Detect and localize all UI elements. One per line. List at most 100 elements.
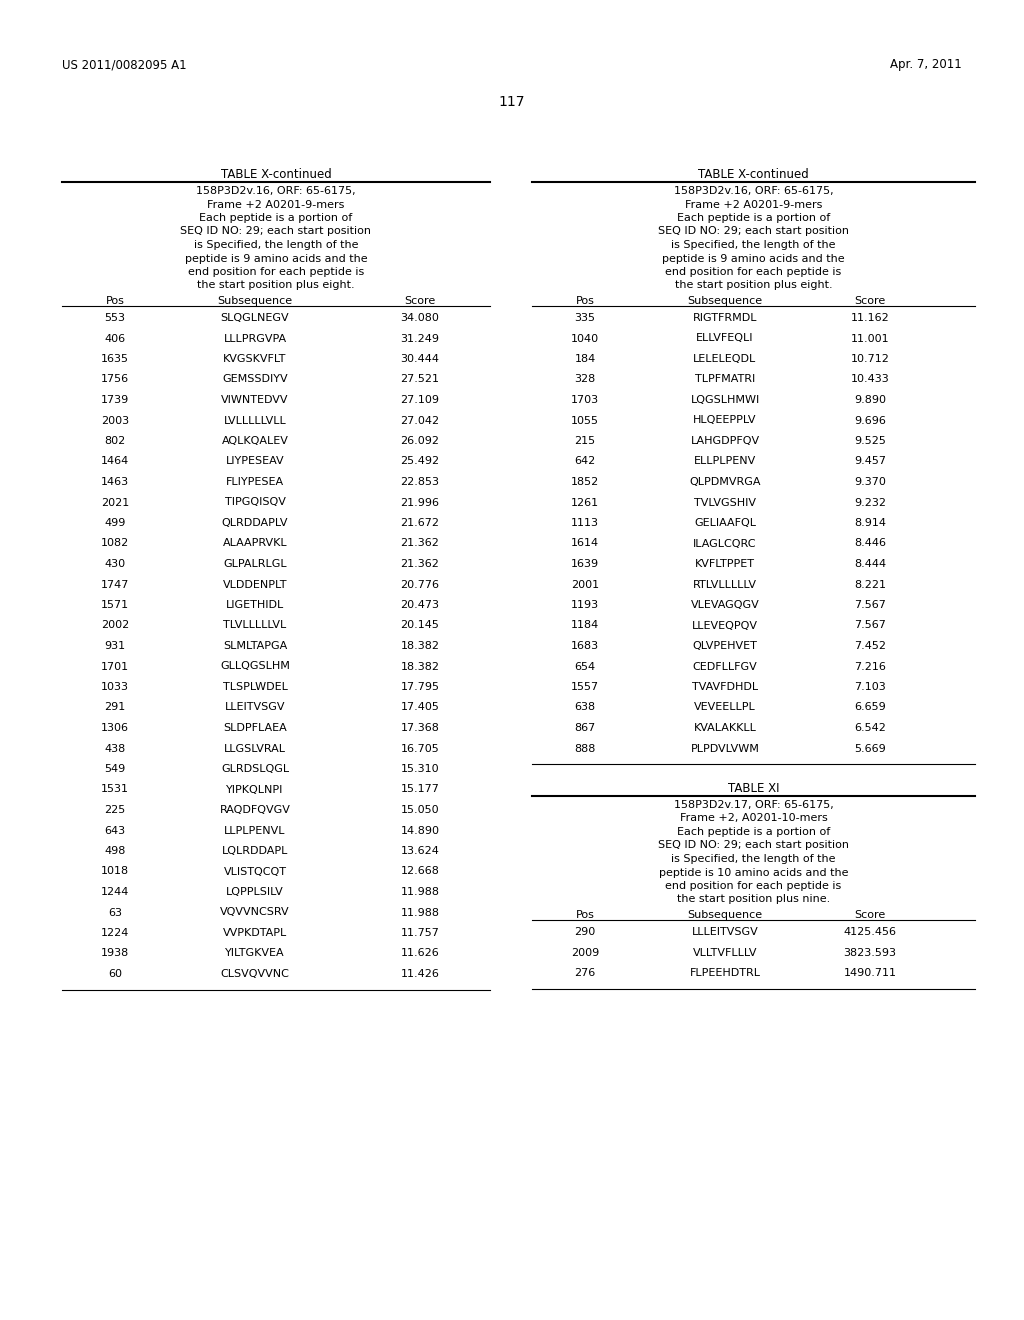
Text: 7.567: 7.567 bbox=[854, 601, 886, 610]
Text: LIGETHIDL: LIGETHIDL bbox=[226, 601, 284, 610]
Text: 26.092: 26.092 bbox=[400, 436, 439, 446]
Text: 21.362: 21.362 bbox=[400, 558, 439, 569]
Text: 27.042: 27.042 bbox=[400, 416, 439, 425]
Text: peptide is 9 amino acids and the: peptide is 9 amino acids and the bbox=[663, 253, 845, 264]
Text: 15.310: 15.310 bbox=[400, 764, 439, 774]
Text: 9.696: 9.696 bbox=[854, 416, 886, 425]
Text: VIWNTEDVV: VIWNTEDVV bbox=[221, 395, 289, 405]
Text: LAHGDPFQV: LAHGDPFQV bbox=[690, 436, 760, 446]
Text: 1614: 1614 bbox=[571, 539, 599, 549]
Text: 276: 276 bbox=[574, 968, 596, 978]
Text: KVGSKVFLT: KVGSKVFLT bbox=[223, 354, 287, 364]
Text: 2001: 2001 bbox=[571, 579, 599, 590]
Text: is Specified, the length of the: is Specified, the length of the bbox=[672, 240, 836, 249]
Text: 14.890: 14.890 bbox=[400, 825, 439, 836]
Text: PLPDVLVWM: PLPDVLVWM bbox=[690, 743, 760, 754]
Text: 31.249: 31.249 bbox=[400, 334, 439, 343]
Text: 1082: 1082 bbox=[101, 539, 129, 549]
Text: SLDPFLAEA: SLDPFLAEA bbox=[223, 723, 287, 733]
Text: 20.145: 20.145 bbox=[400, 620, 439, 631]
Text: 643: 643 bbox=[104, 825, 126, 836]
Text: LQGSLHMWI: LQGSLHMWI bbox=[690, 395, 760, 405]
Text: 27.521: 27.521 bbox=[400, 375, 439, 384]
Text: 6.542: 6.542 bbox=[854, 723, 886, 733]
Text: SEQ ID NO: 29; each start position: SEQ ID NO: 29; each start position bbox=[658, 841, 849, 850]
Text: 7.567: 7.567 bbox=[854, 620, 886, 631]
Text: 215: 215 bbox=[574, 436, 596, 446]
Text: 2002: 2002 bbox=[101, 620, 129, 631]
Text: Subsequence: Subsequence bbox=[217, 296, 293, 306]
Text: 931: 931 bbox=[104, 642, 126, 651]
Text: 3823.593: 3823.593 bbox=[844, 948, 896, 957]
Text: 1033: 1033 bbox=[101, 682, 129, 692]
Text: 8.221: 8.221 bbox=[854, 579, 886, 590]
Text: 10.712: 10.712 bbox=[851, 354, 890, 364]
Text: 60: 60 bbox=[108, 969, 122, 979]
Text: 553: 553 bbox=[104, 313, 126, 323]
Text: 11.988: 11.988 bbox=[400, 887, 439, 898]
Text: Score: Score bbox=[854, 296, 886, 306]
Text: QLPDMVRGA: QLPDMVRGA bbox=[689, 477, 761, 487]
Text: 117: 117 bbox=[499, 95, 525, 110]
Text: RAQDFQVGV: RAQDFQVGV bbox=[219, 805, 291, 814]
Text: 6.659: 6.659 bbox=[854, 702, 886, 713]
Text: LQPPLSILV: LQPPLSILV bbox=[226, 887, 284, 898]
Text: 888: 888 bbox=[574, 743, 596, 754]
Text: VEVEELLPL: VEVEELLPL bbox=[694, 702, 756, 713]
Text: 11.988: 11.988 bbox=[400, 908, 439, 917]
Text: LLGSLVRAL: LLGSLVRAL bbox=[224, 743, 286, 754]
Text: 1756: 1756 bbox=[101, 375, 129, 384]
Text: 22.853: 22.853 bbox=[400, 477, 439, 487]
Text: 11.426: 11.426 bbox=[400, 969, 439, 979]
Text: ALAAPRVKL: ALAAPRVKL bbox=[222, 539, 288, 549]
Text: SEQ ID NO: 29; each start position: SEQ ID NO: 29; each start position bbox=[180, 227, 372, 236]
Text: 1703: 1703 bbox=[571, 395, 599, 405]
Text: GLRDSLQGL: GLRDSLQGL bbox=[221, 764, 289, 774]
Text: 184: 184 bbox=[574, 354, 596, 364]
Text: 15.177: 15.177 bbox=[400, 784, 439, 795]
Text: 1463: 1463 bbox=[101, 477, 129, 487]
Text: 158P3D2v.17, ORF: 65-6175,: 158P3D2v.17, ORF: 65-6175, bbox=[674, 800, 834, 810]
Text: GEMSSDIYV: GEMSSDIYV bbox=[222, 375, 288, 384]
Text: LLEITVSGV: LLEITVSGV bbox=[224, 702, 286, 713]
Text: TABLE X-continued: TABLE X-continued bbox=[220, 168, 332, 181]
Text: TIPGQISQV: TIPGQISQV bbox=[224, 498, 286, 507]
Text: HLQEEPPLV: HLQEEPPLV bbox=[693, 416, 757, 425]
Text: 1464: 1464 bbox=[101, 457, 129, 466]
Text: is Specified, the length of the: is Specified, the length of the bbox=[194, 240, 358, 249]
Text: 2021: 2021 bbox=[101, 498, 129, 507]
Text: SEQ ID NO: 29; each start position: SEQ ID NO: 29; each start position bbox=[658, 227, 849, 236]
Text: TLVLLLLLVL: TLVLLLLLVL bbox=[223, 620, 287, 631]
Text: Frame +2 A0201-9-mers: Frame +2 A0201-9-mers bbox=[685, 199, 822, 210]
Text: 1747: 1747 bbox=[100, 579, 129, 590]
Text: 291: 291 bbox=[104, 702, 126, 713]
Text: Subsequence: Subsequence bbox=[687, 296, 763, 306]
Text: Each peptide is a portion of: Each peptide is a portion of bbox=[677, 828, 830, 837]
Text: 1040: 1040 bbox=[571, 334, 599, 343]
Text: CLSVQVVNC: CLSVQVVNC bbox=[220, 969, 290, 979]
Text: 1244: 1244 bbox=[100, 887, 129, 898]
Text: VLISTQCQT: VLISTQCQT bbox=[223, 866, 287, 876]
Text: 290: 290 bbox=[574, 927, 596, 937]
Text: 158P3D2v.16, ORF: 65-6175,: 158P3D2v.16, ORF: 65-6175, bbox=[674, 186, 834, 195]
Text: 9.890: 9.890 bbox=[854, 395, 886, 405]
Text: 12.668: 12.668 bbox=[400, 866, 439, 876]
Text: 1306: 1306 bbox=[101, 723, 129, 733]
Text: 1113: 1113 bbox=[571, 517, 599, 528]
Text: 802: 802 bbox=[104, 436, 126, 446]
Text: 498: 498 bbox=[104, 846, 126, 855]
Text: VQVVNCSRV: VQVVNCSRV bbox=[220, 908, 290, 917]
Text: 549: 549 bbox=[104, 764, 126, 774]
Text: Pos: Pos bbox=[105, 296, 125, 306]
Text: Pos: Pos bbox=[575, 296, 595, 306]
Text: 2003: 2003 bbox=[101, 416, 129, 425]
Text: 438: 438 bbox=[104, 743, 126, 754]
Text: 17.405: 17.405 bbox=[400, 702, 439, 713]
Text: 328: 328 bbox=[574, 375, 596, 384]
Text: SLQGLNEGV: SLQGLNEGV bbox=[221, 313, 290, 323]
Text: LLEVEQPQV: LLEVEQPQV bbox=[692, 620, 758, 631]
Text: 1490.711: 1490.711 bbox=[844, 968, 896, 978]
Text: 430: 430 bbox=[104, 558, 126, 569]
Text: 20.776: 20.776 bbox=[400, 579, 439, 590]
Text: 18.382: 18.382 bbox=[400, 661, 439, 672]
